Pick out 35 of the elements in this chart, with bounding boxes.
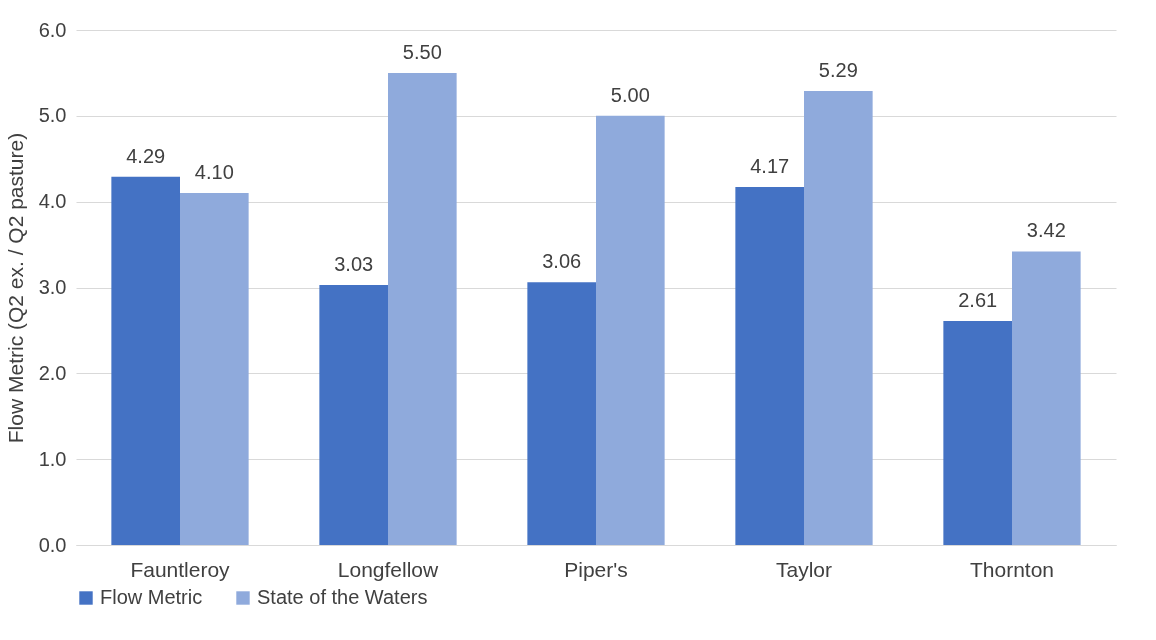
y-axis-title: Flow Metric (Q2 ex. / Q2 pasture) — [3, 132, 27, 444]
legend-label: State of the Waters — [257, 586, 428, 608]
y-tick-label: 4.0 — [38, 190, 67, 213]
bar — [735, 187, 804, 545]
y-tick-label: 2.0 — [38, 361, 67, 384]
data-label: 2.61 — [958, 288, 998, 311]
y-tick-label: 5.0 — [38, 104, 67, 127]
y-tick-label: 3.0 — [38, 276, 67, 298]
data-label: 3.03 — [334, 252, 374, 275]
bar — [804, 90, 873, 545]
x-tick-label: Fauntleroy — [130, 557, 231, 581]
y-tick-label: 6.0 — [38, 18, 67, 41]
x-tick-label: Taylor — [775, 557, 833, 581]
data-label: 3.42 — [1026, 219, 1066, 242]
x-tick-label: Thornton — [969, 557, 1055, 581]
bar — [943, 320, 1012, 545]
y-tick-label: 0.0 — [38, 533, 67, 556]
data-label: 5.00 — [610, 83, 650, 106]
y-tick-label: 1.0 — [38, 447, 67, 470]
bar — [1012, 251, 1081, 545]
legend-label: Flow Metric — [100, 586, 203, 608]
data-label: 5.29 — [818, 58, 858, 81]
bar — [388, 72, 457, 545]
bar — [180, 193, 249, 545]
bar — [527, 282, 596, 545]
bar — [111, 176, 180, 545]
x-tick-label: Longfellow — [337, 557, 440, 581]
bar — [596, 115, 665, 545]
data-label: 4.10 — [194, 161, 234, 184]
data-label: 5.50 — [402, 40, 442, 63]
data-label: 3.06 — [542, 250, 582, 273]
bar — [319, 284, 388, 545]
x-tick-label: Piper's — [564, 557, 628, 581]
data-label: 4.29 — [126, 144, 166, 167]
data-label: 4.17 — [750, 155, 790, 178]
